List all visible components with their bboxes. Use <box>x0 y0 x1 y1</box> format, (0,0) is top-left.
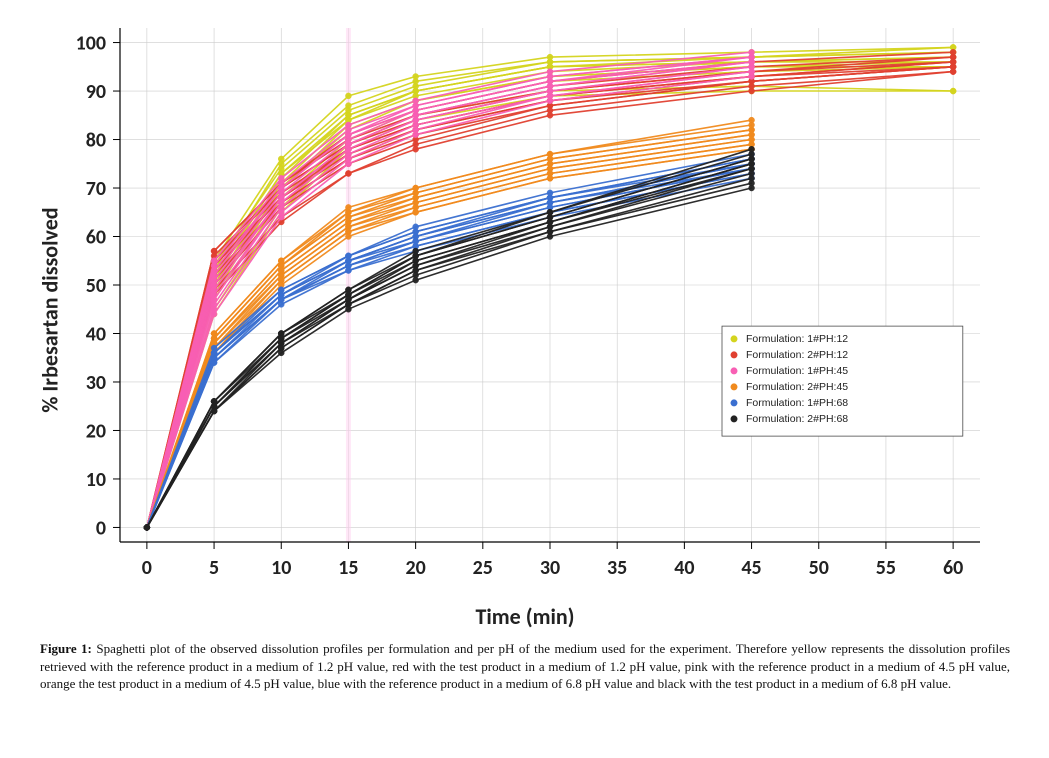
svg-text:100: 100 <box>76 32 106 56</box>
svg-text:0: 0 <box>96 516 106 540</box>
svg-text:40: 40 <box>674 556 694 580</box>
svg-text:60: 60 <box>86 226 106 250</box>
svg-text:25: 25 <box>473 556 493 580</box>
svg-text:20: 20 <box>86 419 106 443</box>
svg-text:50: 50 <box>86 274 106 298</box>
page: { "chart": { "type": "line-spaghetti", "… <box>0 0 1049 758</box>
svg-text:40: 40 <box>86 322 106 346</box>
svg-text:80: 80 <box>86 129 106 153</box>
svg-text:45: 45 <box>741 556 761 580</box>
svg-text:Formulation: 2#PH:68: Formulation: 2#PH:68 <box>746 413 848 425</box>
svg-text:15: 15 <box>338 556 358 580</box>
svg-text:Formulation: 2#PH:45: Formulation: 2#PH:45 <box>746 381 848 393</box>
svg-text:70: 70 <box>86 177 106 201</box>
caption-head: Figure 1: <box>40 641 92 656</box>
svg-text:20: 20 <box>405 556 425 580</box>
caption-body: Spaghetti plot of the observed dissoluti… <box>40 641 1010 691</box>
svg-text:0: 0 <box>142 556 152 580</box>
svg-text:55: 55 <box>876 556 896 580</box>
svg-text:Formulation: 1#PH:68: Formulation: 1#PH:68 <box>746 397 848 409</box>
chart-area: % Irbesartan dissolved 0 5 10 15 20 25 30 35 40 4… <box>40 10 1010 630</box>
svg-text:60: 60 <box>943 556 963 580</box>
y-axis-label: % Irbesartan dissolved <box>37 207 64 412</box>
svg-text:5: 5 <box>209 556 219 580</box>
x-axis-label: Time (min) <box>475 603 574 630</box>
svg-text:30: 30 <box>540 556 560 580</box>
figure-caption: Figure 1: Spaghetti plot of the observed… <box>40 640 1010 693</box>
svg-text:90: 90 <box>86 80 106 104</box>
svg-text:50: 50 <box>809 556 829 580</box>
svg-text:Formulation: 1#PH:12: Formulation: 1#PH:12 <box>746 333 848 345</box>
svg-text:30: 30 <box>86 371 106 395</box>
svg-text:35: 35 <box>607 556 627 580</box>
svg-text:Formulation: 1#PH:45: Formulation: 1#PH:45 <box>746 365 848 377</box>
svg-text:Formulation: 2#PH:12: Formulation: 2#PH:12 <box>746 349 848 361</box>
spaghetti-plot: 0 5 10 15 20 25 30 35 40 45 50 55 60 0 10 20 30 40 50 60 70 8… <box>40 10 1010 610</box>
svg-text:10: 10 <box>271 556 291 580</box>
svg-text:10: 10 <box>86 468 106 492</box>
